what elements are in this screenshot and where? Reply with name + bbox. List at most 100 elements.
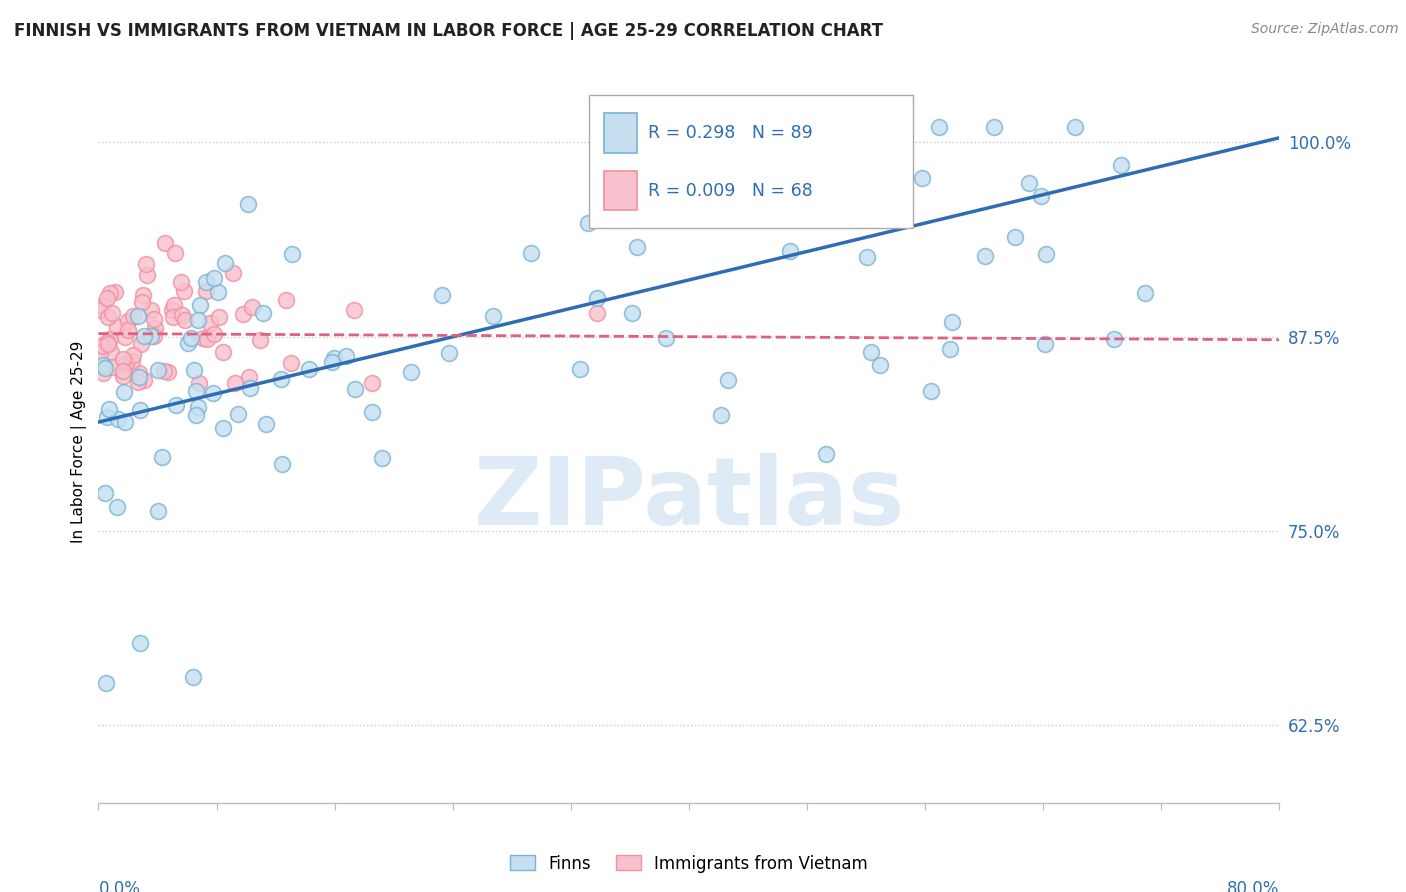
Point [200,316,222,330]
Point [281,247,304,261]
Point [270,372,292,386]
Point [212,344,235,359]
Text: Source: ZipAtlas.com: Source: ZipAtlas.com [1251,22,1399,37]
Point [239,381,262,395]
Point [710,409,733,423]
Point [799,187,821,202]
Point [214,256,236,270]
Point [122,348,145,362]
Bar [605,112,637,153]
Point [298,362,321,376]
Point [97,401,120,416]
Point [163,298,186,312]
Point [105,500,128,514]
Point [134,373,156,387]
Point [271,457,294,471]
Point [343,302,366,317]
Point [1018,176,1040,190]
FancyBboxPatch shape [589,95,914,228]
Point [98,332,121,346]
Point [224,376,246,390]
Point [928,120,950,134]
Point [91,359,114,373]
Point [153,364,176,378]
Point [187,400,209,414]
Point [97,337,120,351]
Point [89,346,111,360]
Point [94,675,117,690]
Point [105,320,128,334]
Point [232,307,254,321]
Point [101,359,124,374]
Point [153,236,176,251]
Point [238,370,260,384]
Point [117,314,139,328]
Point [96,335,118,350]
Point [107,412,129,426]
Point [100,305,122,319]
Point [274,293,297,307]
Text: 80.0%: 80.0% [1227,880,1279,892]
Point [146,504,169,518]
Point [103,285,125,299]
Point [139,329,162,343]
Point [129,337,152,351]
Point [361,405,384,419]
Point [139,303,162,318]
Bar [605,170,637,211]
Point [585,291,607,305]
Point [482,310,505,324]
Point [886,194,908,209]
Point [202,271,225,285]
Point [207,285,229,300]
Point [91,366,114,380]
Text: R = 0.009   N = 68: R = 0.009 N = 68 [648,182,813,200]
Point [96,409,118,424]
Point [360,376,382,391]
Point [576,216,599,230]
Point [143,321,166,335]
Point [202,385,225,400]
Point [920,384,942,398]
Point [146,363,169,377]
Y-axis label: In Labor Force | Age 25-29: In Labor Force | Age 25-29 [72,341,87,542]
Point [335,349,357,363]
Point [814,447,837,461]
Point [939,343,962,357]
Point [111,364,134,378]
Point [856,250,879,264]
Point [114,330,136,344]
Point [202,326,225,341]
Point [208,310,231,325]
Point [779,244,801,258]
Point [100,345,122,359]
Point [1004,230,1026,244]
Point [188,298,211,312]
Point [111,351,134,366]
Point [188,376,211,391]
Point [91,338,114,352]
Point [128,366,150,380]
Point [131,294,153,309]
Point [181,670,204,684]
Point [716,120,738,134]
Point [152,450,174,465]
Point [1035,246,1057,260]
Point [1102,332,1125,346]
Point [226,407,249,421]
Point [143,312,166,326]
Point [437,346,460,360]
Point [249,333,271,347]
Point [974,249,997,263]
Point [1063,120,1085,134]
Point [166,398,188,412]
Point [169,275,191,289]
Point [135,257,157,271]
Point [620,306,643,320]
Point [187,313,209,327]
Point [127,375,149,389]
Point [1135,286,1157,301]
Text: ZIPatlas: ZIPatlas [474,453,904,545]
Text: FINNISH VS IMMIGRANTS FROM VIETNAM IN LABOR FORCE | AGE 25-29 CORRELATION CHART: FINNISH VS IMMIGRANTS FROM VIETNAM IN LA… [14,22,883,40]
Point [89,303,111,318]
